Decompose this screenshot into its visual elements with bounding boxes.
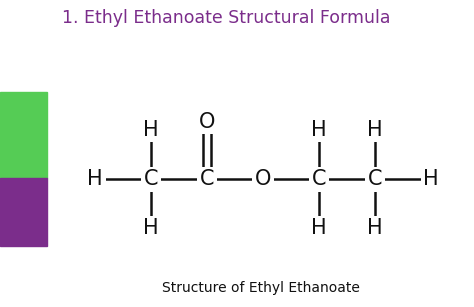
Text: H: H: [143, 120, 159, 140]
Text: H: H: [367, 120, 383, 140]
Text: H: H: [367, 218, 383, 238]
Text: C: C: [200, 169, 214, 189]
Text: H: H: [87, 169, 103, 189]
Text: O: O: [255, 169, 271, 189]
Text: Structure of Ethyl Ethanoate: Structure of Ethyl Ethanoate: [162, 281, 360, 295]
Text: O: O: [199, 112, 215, 132]
Text: H: H: [423, 169, 439, 189]
Text: H: H: [311, 120, 327, 140]
Text: C: C: [312, 169, 326, 189]
Text: H: H: [311, 218, 327, 238]
Text: 1. Ethyl Ethanoate Structural Formula: 1. Ethyl Ethanoate Structural Formula: [62, 9, 390, 27]
Text: C: C: [368, 169, 382, 189]
Text: C: C: [144, 169, 158, 189]
Text: H: H: [143, 218, 159, 238]
